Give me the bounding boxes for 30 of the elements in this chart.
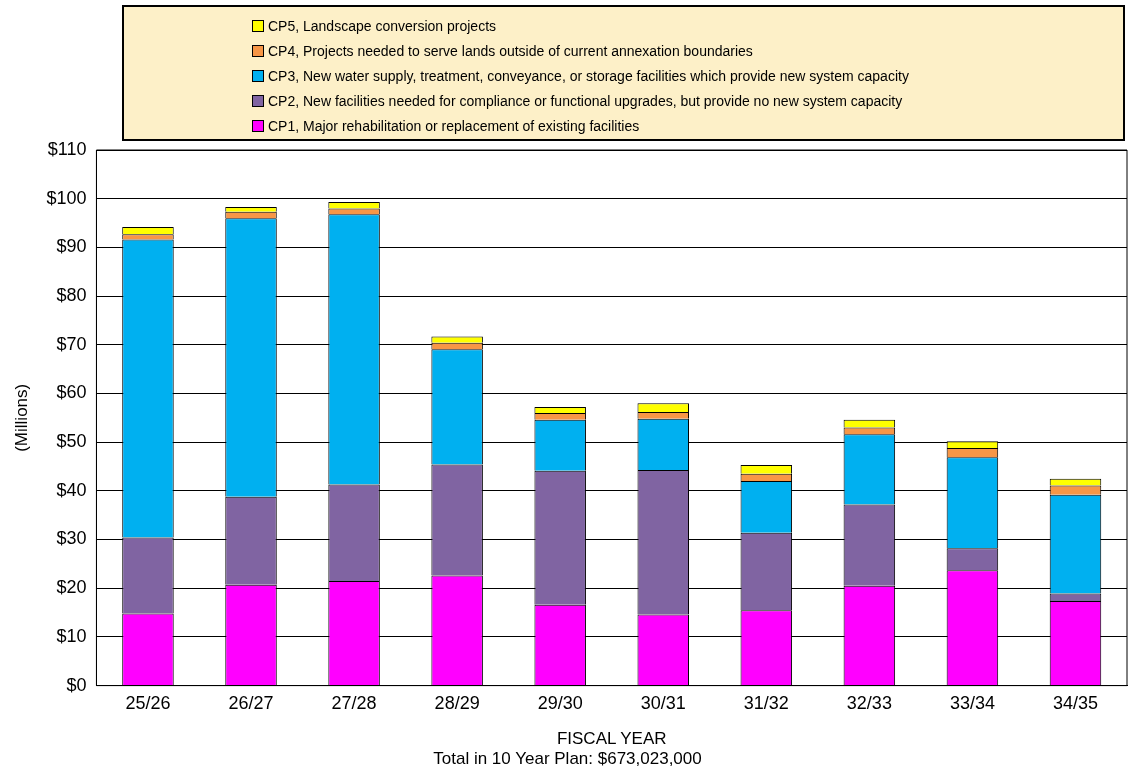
y-axis-title: (Millions)	[11, 383, 31, 452]
y-tick-label: $30	[56, 528, 87, 549]
x-tick-label: 28/29	[434, 693, 480, 714]
y-tick-label: $60	[56, 382, 87, 403]
y-tick-label: $70	[56, 333, 87, 354]
x-tick-label: 34/35	[1052, 693, 1098, 714]
legend-label: CP1, Major rehabilitation or replacement of existing facilities	[268, 117, 640, 134]
y-tick-label: $100	[46, 187, 87, 208]
x-tick-label: 32/33	[846, 693, 892, 714]
x-tick-label: 29/30	[537, 693, 583, 714]
x-tick-label: 25/26	[125, 693, 171, 714]
y-tick-label: $40	[56, 479, 87, 500]
x-tick-label: 31/32	[743, 693, 789, 714]
y-tick-label: $80	[56, 285, 87, 306]
x-tick-label: 30/31	[640, 693, 686, 714]
x-tick-label: 27/28	[331, 693, 377, 714]
legend-label: CP2, New facilities needed for compliance or functional upgrades, but provide no new system capacity	[268, 92, 903, 109]
y-tick-label: $90	[56, 236, 87, 257]
legend-label: CP4, Projects needed to serve lands outside of current annexation boundaries	[268, 42, 753, 59]
y-tick-label: $0	[66, 674, 87, 695]
legend-label: CP3, New water supply, treatment, conveyance, or storage facilities which provide new system capacity	[268, 67, 909, 84]
x-tick-label: 26/27	[228, 693, 274, 714]
x-tick-label: 33/34	[949, 693, 995, 714]
legend-label: CP5, Landscape conversion projects	[268, 17, 497, 34]
y-tick-label: $50	[56, 431, 87, 452]
y-tick-label: $20	[56, 577, 87, 598]
text: Total in 10 Year Plan: $673,023,000	[433, 749, 702, 769]
x-axis-title: FISCAL YEAR	[556, 729, 667, 749]
y-tick-label: $110	[47, 138, 87, 159]
y-tick-label: $10	[56, 625, 87, 646]
